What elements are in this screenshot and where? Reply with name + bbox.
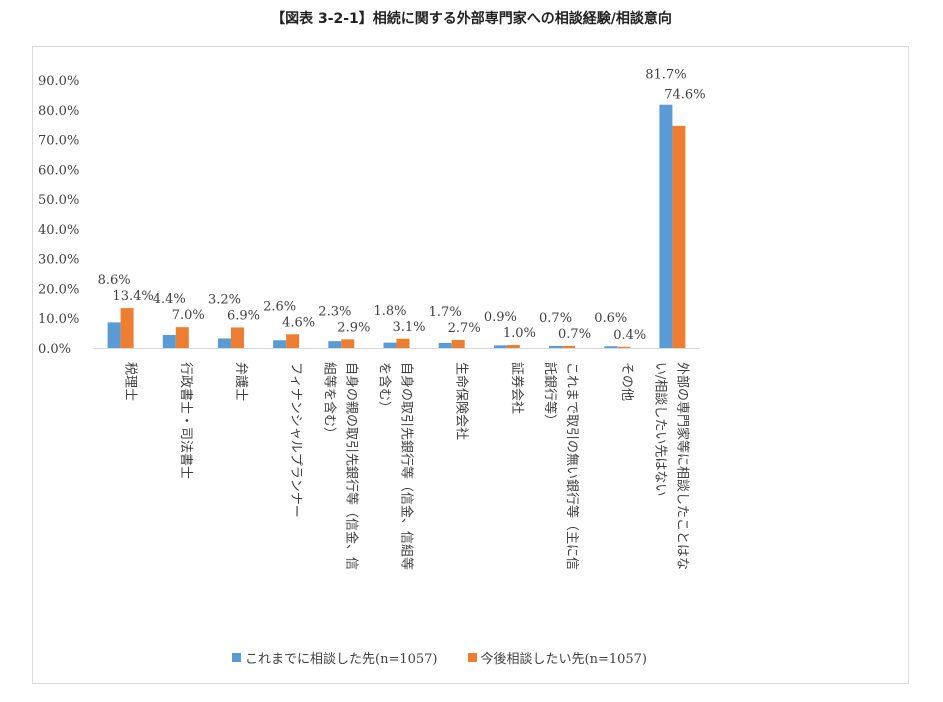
data-label-s1-8: 0.7% <box>539 311 572 326</box>
data-label-s1-0: 8.6% <box>98 273 131 288</box>
bar-s2-2 <box>230 327 244 348</box>
legend-swatch-series1 <box>232 653 241 662</box>
bar-s1-8 <box>549 345 563 348</box>
y-tick-label: 0.0% <box>38 342 71 357</box>
data-label-s1-1: 4.4% <box>153 292 186 307</box>
category-label-8-line1: これまで取引の無い銀行等（主に信 <box>564 362 580 570</box>
category-label-10-line2: い/相談したい先はない <box>652 362 668 496</box>
category-label-3: フィナンシャルプランナー <box>288 362 303 518</box>
category-label-5-line1: 自身の取引先銀行等（信金、信組等 <box>399 362 415 570</box>
data-label-s1-3: 2.6% <box>263 299 296 314</box>
legend-label-series1: これまでに相談した先(n=1057) <box>245 652 438 667</box>
y-tick-label: 30.0% <box>38 253 79 268</box>
category-label-4-line2: 組等を含む） <box>321 362 337 440</box>
bar-s2-8 <box>562 345 576 348</box>
data-label-s2-3: 4.6% <box>282 315 315 330</box>
data-label-s1-5: 1.8% <box>373 304 406 319</box>
bar-s1-7 <box>493 345 507 348</box>
category-label-8-line2: 託銀行等） <box>542 362 558 427</box>
data-label-s2-9: 0.4% <box>613 328 646 343</box>
bar-s2-9 <box>617 346 631 348</box>
category-label-9: その他 <box>619 362 634 401</box>
y-tick-label: 50.0% <box>38 193 79 208</box>
legend-item-series2: 今後相談したい先(n=1057) <box>467 648 648 667</box>
data-label-s2-8: 0.7% <box>558 327 591 342</box>
y-tick-label: 70.0% <box>38 134 79 149</box>
bar-s1-4 <box>328 341 342 348</box>
category-label-10-line1: 外部の専門家等に相談したことはな <box>674 362 690 570</box>
chart-frame <box>32 46 909 684</box>
data-label-s2-10: 74.6% <box>664 88 705 103</box>
data-label-s2-5: 3.1% <box>392 320 425 335</box>
y-tick-label: 80.0% <box>38 104 79 119</box>
bar-s2-3 <box>286 334 300 348</box>
data-label-s2-0: 13.4% <box>112 289 153 304</box>
bar-s1-9 <box>604 346 618 348</box>
category-label-6: 生命保険会社 <box>454 362 470 440</box>
bar-s1-2 <box>217 338 231 348</box>
legend-label-series2: 今後相談したい先(n=1057) <box>480 652 648 667</box>
bar-s1-1 <box>162 334 176 348</box>
data-label-s1-10: 81.7% <box>645 68 686 83</box>
bar-s2-1 <box>175 327 189 348</box>
bar-s1-3 <box>273 340 287 348</box>
data-label-s2-6: 2.7% <box>448 321 481 336</box>
category-label-0: 税理士 <box>123 362 138 401</box>
data-label-s2-2: 6.9% <box>227 308 260 323</box>
category-label-5-line2: を含む） <box>377 362 393 414</box>
bar-s1-6 <box>438 342 452 348</box>
data-label-s1-6: 1.7% <box>429 305 462 320</box>
bar-s2-6 <box>451 339 465 348</box>
category-label-4-line1: 自身の親の取引先銀行等（信金、信 <box>343 362 359 570</box>
category-label-2: 弁護士 <box>233 362 249 401</box>
y-tick-label: 10.0% <box>38 312 79 327</box>
y-tick-label: 40.0% <box>38 223 79 238</box>
bar-s2-0 <box>120 308 134 348</box>
y-tick-label: 90.0% <box>38 74 79 89</box>
page-title: 【図表 3-2-1】相続に関する外部専門家への相談経験/相談意向 <box>271 11 672 27</box>
data-label-s1-2: 3.2% <box>208 292 241 307</box>
data-label-s1-9: 0.6% <box>594 311 627 326</box>
bar-s2-5 <box>396 338 410 348</box>
data-label-s2-1: 7.0% <box>172 308 205 323</box>
bar-s2-10 <box>672 125 686 348</box>
category-label-1: 行政書士・司法書士 <box>178 362 193 479</box>
legend: これまでに相談した先(n=1057) 今後相談したい先(n=1057) <box>232 648 647 667</box>
y-tick-label: 60.0% <box>38 163 79 178</box>
y-tick-label: 20.0% <box>38 282 79 297</box>
legend-swatch-series2 <box>467 653 477 662</box>
bar-s2-4 <box>341 339 355 348</box>
data-label-s2-4: 2.9% <box>337 320 370 335</box>
bar-s1-10 <box>659 104 673 349</box>
legend-item-series1: これまでに相談した先(n=1057) <box>232 648 438 667</box>
bar-s1-0 <box>107 322 121 348</box>
data-label-s1-7: 0.9% <box>484 310 517 325</box>
data-label-s1-4: 2.3% <box>318 304 351 319</box>
data-label-s2-7: 1.0% <box>503 326 536 341</box>
category-label-7: 証券会社 <box>509 362 525 414</box>
bar-s2-7 <box>506 345 520 348</box>
bar-s1-5 <box>383 342 397 348</box>
